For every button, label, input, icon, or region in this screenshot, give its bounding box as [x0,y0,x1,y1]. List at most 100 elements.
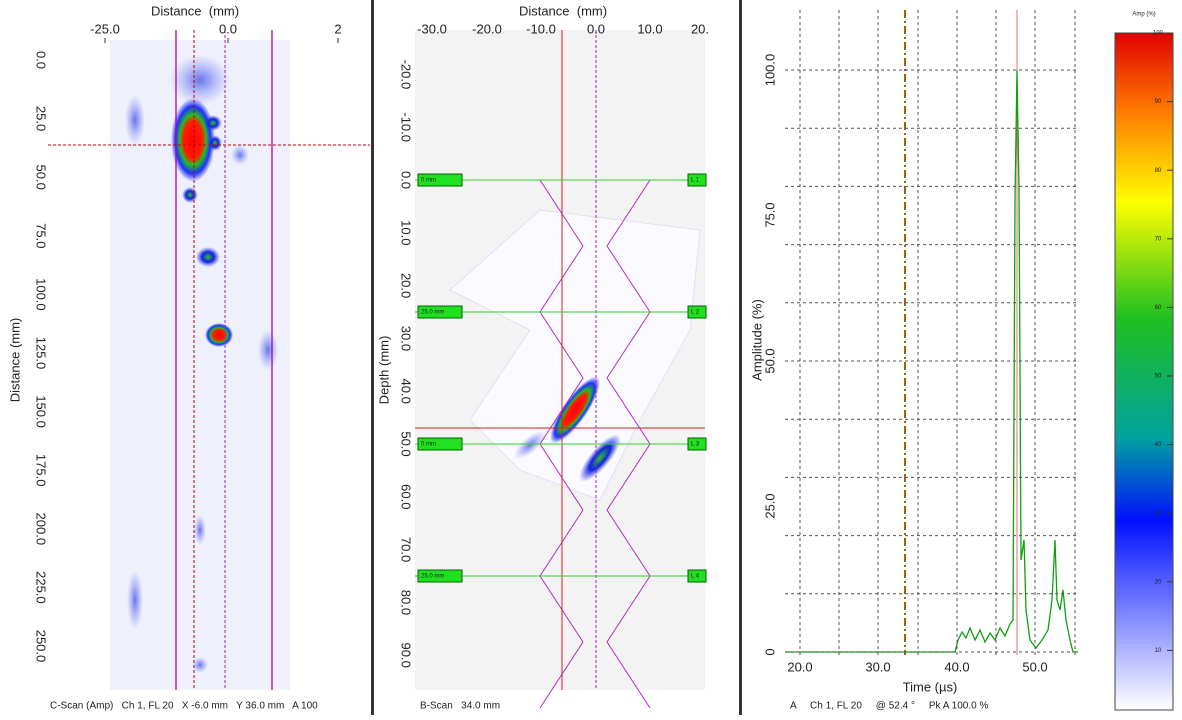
layer-label: 0 mm [421,178,436,184]
layer-label: L 4 [691,574,700,580]
axis-title: Distance (mm) [519,3,607,18]
bscan-image [415,30,705,709]
layer-tag [417,569,463,583]
axis-title: Time (µs) [903,679,958,694]
layer-tag [417,173,463,187]
x-tick-label: -20.0 [472,21,502,36]
y-tick-label: 60.0 [399,484,414,509]
indication [513,430,547,460]
colorbar-tick-label: 40 [1155,442,1162,448]
indication [258,330,278,370]
x-tick-label: 2 [334,21,341,36]
colorbar-tick-label: 90 [1155,99,1162,105]
y-tick-label: 80.0 [399,590,414,615]
ascan-plot [785,10,1078,655]
layer-tag [687,569,707,583]
status-bar: C-Scan (Amp) Ch 1, FL 20 X -6.0 mm Y 36.… [50,701,318,712]
status-bar: A Ch 1, FL 20 @ 52.4 ° Pk A 100.0 % [790,701,988,712]
x-tick-label: -10.0 [526,21,556,36]
x-tick-label: 10.0 [637,21,662,36]
indication [204,115,222,131]
y-tick-label: 50.0 [34,165,49,190]
y-tick-label: 0 [762,648,777,655]
layer-tag [687,173,707,187]
x-tick-label: 30.0 [865,659,890,674]
y-tick-label: 125.0 [34,337,49,370]
colorbar-tick-label: 60 [1155,305,1162,311]
indication [579,434,621,482]
indication [192,657,208,673]
layer-tag [417,437,463,451]
indication [171,98,215,182]
y-tick-label: 75.0 [762,202,777,227]
y-tick-label: 0.0 [34,51,49,69]
indication [125,95,145,145]
y-tick-label: 40.0 [399,379,414,404]
indication [182,187,198,203]
y-tick-label: 30.0 [399,326,414,351]
x-tick-label: 40.0 [944,659,969,674]
y-tick-label: 150.0 [34,395,49,428]
indication [196,247,220,267]
axis-title: Distance (mm) [7,318,22,403]
y-tick-label: 25.0 [34,106,49,131]
indication [208,135,222,151]
y-tick-label: -20.0 [399,60,414,90]
axis-title: Distance (mm) [151,3,239,18]
colorbar-tick-label: 30 [1155,511,1162,517]
colorbar-title: Amp (%) [1132,12,1155,18]
layer-label: L 1 [691,178,700,184]
x-tick-label: 20. [691,21,709,36]
x-tick-label: 0.0 [587,21,605,36]
x-tick-label: 0.0 [219,21,237,36]
y-tick-label: 100.0 [34,278,49,311]
layer-tag [687,437,707,451]
indication [170,55,230,105]
colorbar-tick-label: 80 [1155,168,1162,174]
colorbar-tick-label: 50 [1155,374,1162,380]
layer-tag [417,305,463,319]
y-tick-label: -10.0 [399,112,414,142]
indication [127,570,143,630]
y-tick-label: 175.0 [34,454,49,487]
layer-label: 25.0 mm [421,574,444,580]
colorbar-tick-label: 100 [1153,31,1164,37]
y-tick-label: 250.0 [34,630,49,663]
y-tick-label: 70.0 [399,537,414,562]
x-tick-label: -25.0 [90,21,120,36]
colorbar [1114,32,1174,711]
layer-tag [687,305,707,319]
x-tick-label: -30.0 [417,21,447,36]
indication [550,376,600,444]
divider [739,0,742,715]
colorbar-tick-label: 70 [1155,236,1162,242]
cscan-image [48,30,370,690]
indication [231,145,249,165]
y-tick-label: 0.0 [399,171,414,189]
colorbar-tick-label: 20 [1155,579,1162,585]
layer-label: L 3 [691,442,700,448]
y-tick-label: 75.0 [34,223,49,248]
axis-title: Depth (mm) [376,336,391,405]
y-tick-label: 100.0 [762,54,777,87]
y-tick-label: 50.0 [399,431,414,456]
y-tick-label: 200.0 [34,513,49,546]
plot-area [785,10,1078,655]
y-tick-label: 20.0 [399,273,414,298]
colorbar-tick-label: 10 [1155,648,1162,654]
layer-label: L 2 [691,310,700,316]
status-bar: B-Scan 34.0 mm [420,701,500,712]
y-tick-label: 10.0 [399,220,414,245]
waveform [785,69,1078,653]
x-tick-label: 20.0 [787,659,812,674]
layer-label: 25.0 mm [421,310,444,316]
indication [205,323,233,347]
y-tick-label: 225.0 [34,571,49,604]
layer-label: 0 mm [421,442,436,448]
y-tick-label: 25.0 [762,493,777,518]
y-tick-label: 50.0 [762,348,777,373]
divider [371,0,374,715]
y-tick-label: 90.0 [399,643,414,668]
x-tick-label: 50.0 [1022,659,1047,674]
